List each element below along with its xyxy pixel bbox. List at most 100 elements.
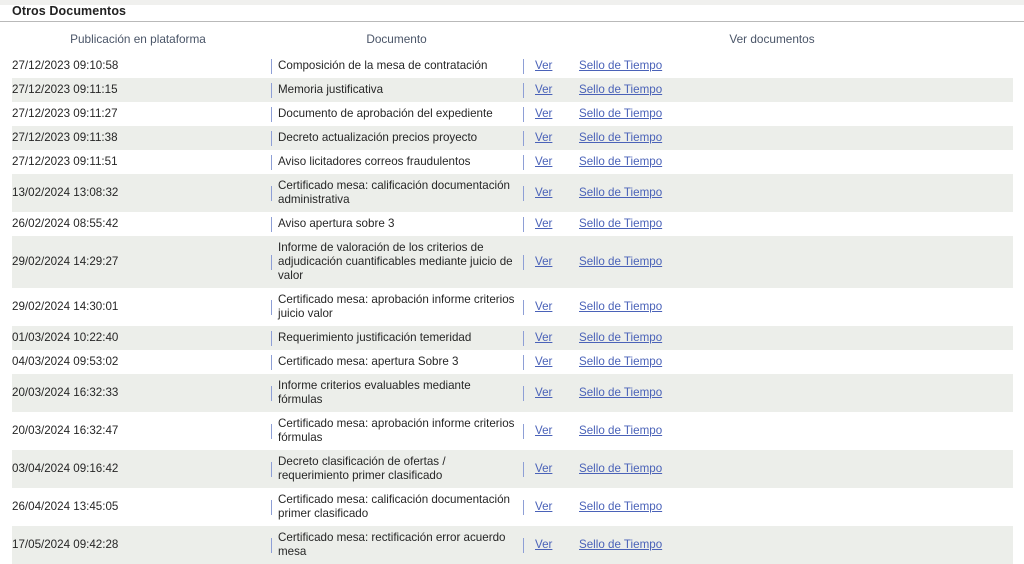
cell-ver: Ver (531, 54, 571, 78)
top-band (0, 0, 1024, 5)
ver-link[interactable]: Ver (535, 424, 553, 437)
ver-link[interactable]: Ver (535, 107, 553, 120)
table-row: 29/02/2024 14:30:01 Certificado mesa: apr… (12, 288, 1013, 326)
cell-documento: Memoria justificativa (278, 78, 515, 102)
sello-de-tiempo-link[interactable]: Sello de Tiempo (579, 424, 663, 437)
cell-ver: Ver (531, 488, 571, 526)
ver-link[interactable]: Ver (535, 331, 553, 344)
cell-ver: Ver (531, 526, 571, 564)
sello-de-tiempo-link[interactable]: Sello de Tiempo (579, 300, 663, 313)
row-divider-icon (515, 212, 531, 236)
ver-link[interactable]: Ver (535, 386, 553, 399)
cell-ver: Ver (531, 102, 571, 126)
cell-ver: Ver (531, 78, 571, 102)
ver-link[interactable]: Ver (535, 300, 553, 313)
row-divider-icon (264, 488, 278, 526)
row-divider-icon (264, 374, 278, 412)
table-head: Publicación en plataforma Documento Ver … (12, 28, 1013, 54)
cell-ver: Ver (531, 126, 571, 150)
sello-de-tiempo-link[interactable]: Sello de Tiempo (579, 462, 663, 475)
ver-link[interactable]: Ver (535, 59, 553, 72)
sello-de-tiempo-link[interactable]: Sello de Tiempo (579, 186, 663, 199)
ver-link[interactable]: Ver (535, 217, 553, 230)
sello-de-tiempo-link[interactable]: Sello de Tiempo (579, 255, 663, 268)
row-divider-icon (264, 54, 278, 78)
table-row: 13/02/2024 13:08:32 Certificado mesa: cal… (12, 174, 1014, 212)
sello-de-tiempo-link[interactable]: Sello de Tiempo (579, 59, 663, 72)
sello-de-tiempo-link[interactable]: Sello de Tiempo (579, 386, 663, 399)
cell-sello-de-tiempo: Sello de Tiempo (571, 374, 1014, 412)
ver-link[interactable]: Ver (535, 155, 553, 168)
cell-sello-de-tiempo: Sello de Tiempo (571, 236, 1014, 288)
ver-link[interactable]: Ver (535, 255, 553, 268)
sello-de-tiempo-link[interactable]: Sello de Tiempo (579, 217, 663, 230)
cell-publicacion: 29/02/2024 14:30:01 (12, 300, 119, 313)
row-divider-icon (264, 526, 278, 564)
ver-link[interactable]: Ver (535, 131, 553, 144)
column-header-ver-documentos: Ver documentos (729, 32, 815, 46)
ver-link[interactable]: Ver (535, 355, 553, 368)
ver-link[interactable]: Ver (535, 538, 553, 551)
row-divider-icon (264, 126, 278, 150)
sello-de-tiempo-link[interactable]: Sello de Tiempo (579, 131, 663, 144)
cell-publicacion: 20/03/2024 16:32:47 (12, 424, 119, 437)
table-row: 04/03/2024 09:53:02 Certificado mesa: ape… (12, 350, 1013, 374)
cell-publicacion: 27/12/2023 09:11:15 (12, 78, 264, 102)
row-divider-icon (515, 102, 531, 126)
sello-de-tiempo-link[interactable]: Sello de Tiempo (579, 107, 663, 120)
cell-ver: Ver (531, 326, 571, 350)
cell-documento: Certificado mesa: calificación documenta… (278, 174, 515, 212)
row-divider-icon (264, 236, 278, 288)
row-divider-icon (515, 236, 531, 288)
cell-documento: Informe criterios evaluables mediante fó… (278, 374, 515, 412)
cell-publicacion: 27/12/2023 09:10:58 (12, 59, 119, 72)
sello-de-tiempo-link[interactable]: Sello de Tiempo (579, 155, 663, 168)
cell-documento: Decreto actualización precios proyecto (278, 126, 515, 150)
sello-de-tiempo-link[interactable]: Sello de Tiempo (579, 355, 663, 368)
table-row: 29/02/2024 14:29:27 Informe de valoración… (12, 236, 1014, 288)
row-divider-icon (264, 212, 278, 236)
cell-ver: Ver (531, 236, 571, 288)
table-row: 17/05/2024 09:42:28 Certificado mesa: rec… (12, 526, 1014, 564)
row-divider-icon (515, 374, 531, 412)
table-body: 27/12/2023 09:10:58 Composición de la mes… (12, 54, 1014, 564)
table-row: 27/12/2023 09:10:58 Composición de la mes… (12, 54, 1013, 78)
row-divider-icon (264, 174, 278, 212)
row-divider-icon (515, 488, 531, 526)
header-spacer-2 (515, 28, 531, 54)
cell-sello-de-tiempo: Sello de Tiempo (571, 488, 1013, 526)
cell-documento: Certificado mesa: aprobación informe cri… (278, 293, 515, 320)
cell-sello-de-tiempo: Sello de Tiempo (571, 102, 1013, 126)
ver-link[interactable]: Ver (535, 83, 553, 96)
cell-sello-de-tiempo: Sello de Tiempo (571, 326, 1014, 350)
row-divider-icon (264, 412, 278, 450)
row-divider-icon (515, 54, 531, 78)
cell-ver: Ver (531, 374, 571, 412)
ver-link[interactable]: Ver (535, 462, 553, 475)
row-divider-icon (515, 126, 531, 150)
cell-publicacion: 29/02/2024 14:29:27 (12, 236, 264, 288)
cell-publicacion: 27/12/2023 09:11:51 (12, 155, 118, 168)
sello-de-tiempo-link[interactable]: Sello de Tiempo (579, 83, 663, 96)
cell-publicacion: 01/03/2024 10:22:40 (12, 326, 264, 350)
column-header-documento: Documento (366, 32, 427, 46)
sello-de-tiempo-link[interactable]: Sello de Tiempo (579, 331, 663, 344)
sello-de-tiempo-link[interactable]: Sello de Tiempo (579, 538, 663, 551)
cell-publicacion: 26/02/2024 08:55:42 (12, 217, 119, 230)
ver-link[interactable]: Ver (535, 500, 553, 513)
ver-link[interactable]: Ver (535, 186, 553, 199)
cell-publicacion: 13/02/2024 13:08:32 (12, 174, 264, 212)
table-row: 03/04/2024 09:16:42 Decreto clasificación… (12, 450, 1014, 488)
table-row: 20/03/2024 16:32:47 Certificado mesa: apr… (12, 412, 1013, 450)
sello-de-tiempo-link[interactable]: Sello de Tiempo (579, 500, 663, 513)
cell-documento: Documento de aprobación del expediente (278, 107, 493, 120)
cell-sello-de-tiempo: Sello de Tiempo (571, 54, 1013, 78)
table-row: 27/12/2023 09:11:27 Documento de aprobaci… (12, 102, 1013, 126)
row-divider-icon (515, 326, 531, 350)
cell-ver: Ver (531, 174, 571, 212)
row-divider-icon (264, 78, 278, 102)
cell-documento: Certificado mesa: calificación documenta… (278, 493, 510, 520)
cell-sello-de-tiempo: Sello de Tiempo (571, 412, 1013, 450)
cell-publicacion: 17/05/2024 09:42:28 (12, 526, 264, 564)
